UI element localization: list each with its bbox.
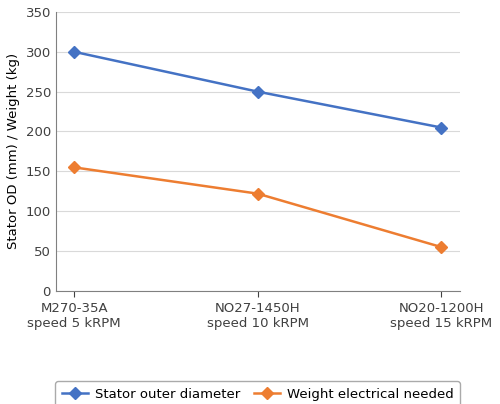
Stator outer diameter bbox=[71, 49, 77, 54]
Weight electrical needed bbox=[254, 191, 260, 196]
Weight electrical needed bbox=[438, 245, 444, 250]
Line: Stator outer diameter: Stator outer diameter bbox=[70, 48, 446, 132]
Y-axis label: Stator OD (mm) / Weight (kg): Stator OD (mm) / Weight (kg) bbox=[7, 53, 20, 250]
Legend: Stator outer diameter, Weight electrical needed: Stator outer diameter, Weight electrical… bbox=[56, 381, 460, 404]
Stator outer diameter bbox=[438, 125, 444, 130]
Stator outer diameter bbox=[254, 89, 260, 94]
Line: Weight electrical needed: Weight electrical needed bbox=[70, 163, 446, 251]
Weight electrical needed bbox=[71, 165, 77, 170]
